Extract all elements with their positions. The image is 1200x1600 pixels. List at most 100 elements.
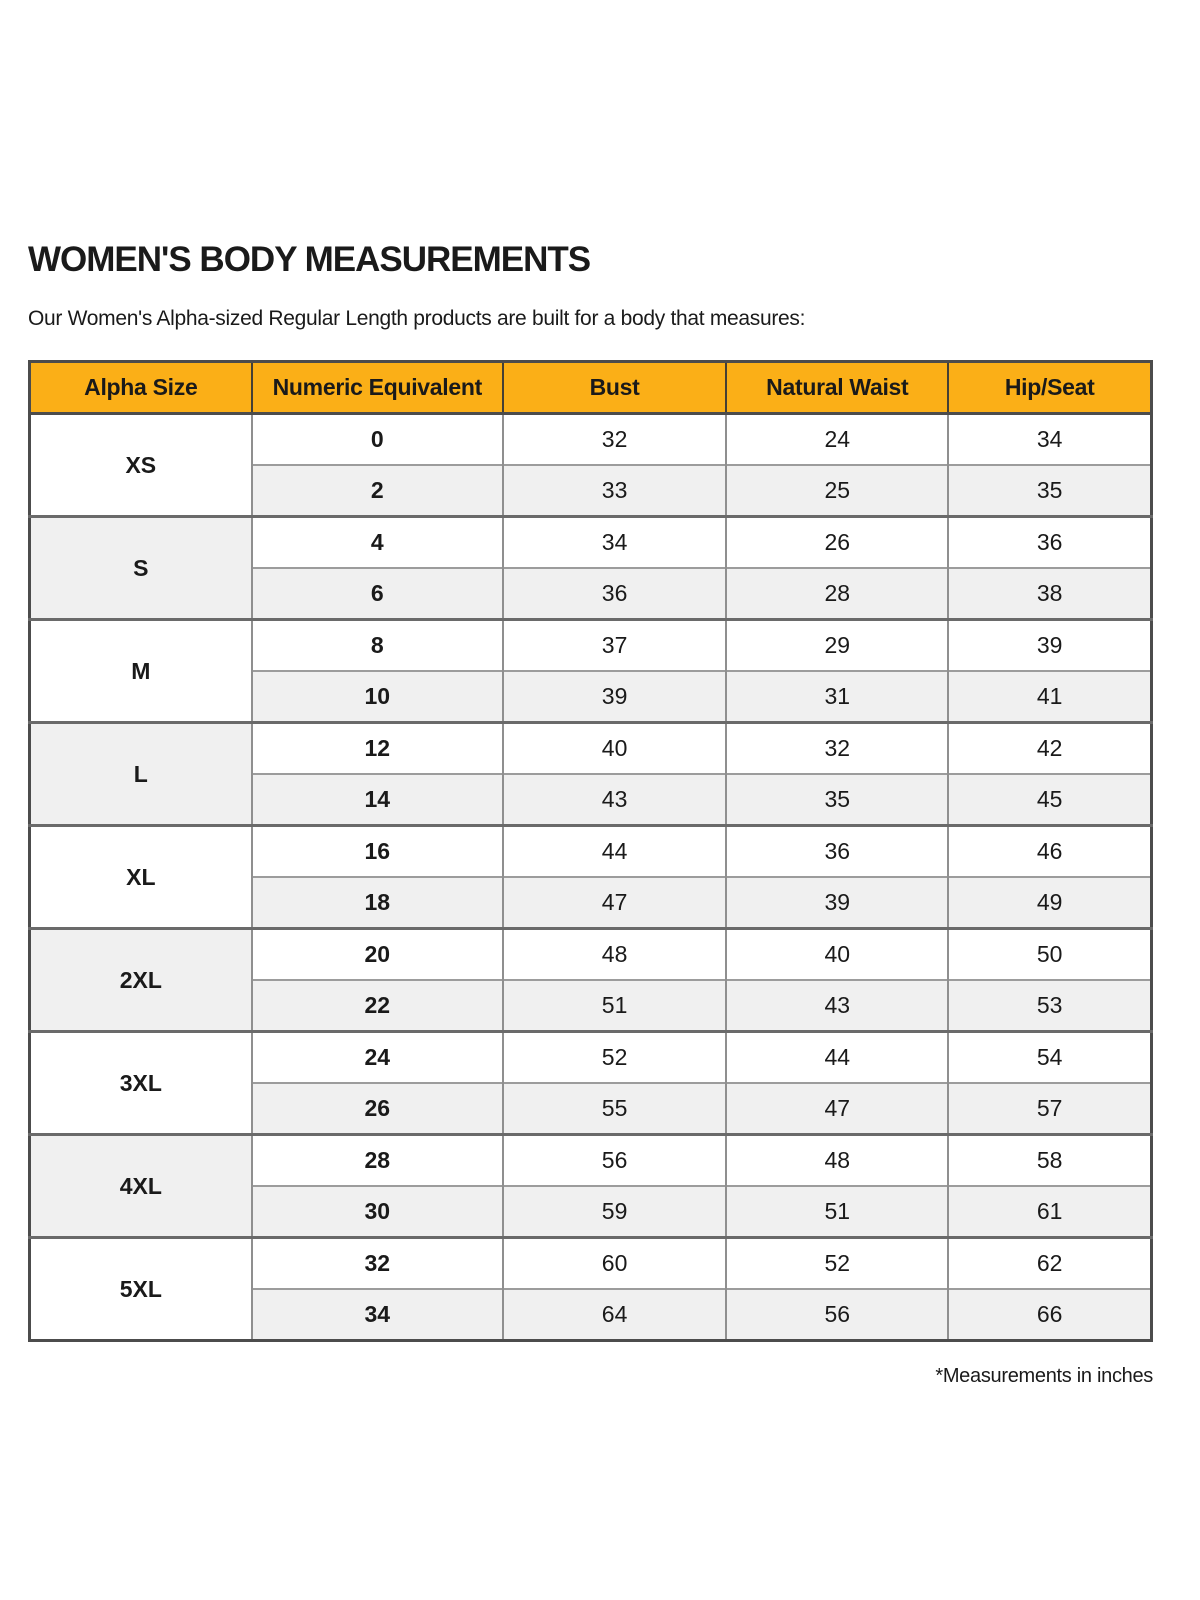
table-row: XL 16 44 36 46 xyxy=(29,824,1152,929)
bust-cell: 40 xyxy=(501,721,727,774)
numeric-equivalent-cell: 32 xyxy=(250,1236,503,1289)
hip-seat-cell: 53 xyxy=(947,979,1152,1032)
numeric-equivalent-cell: 2 xyxy=(250,464,503,517)
natural-waist-cell: 35 xyxy=(725,773,949,826)
numeric-equivalent-cell: 34 xyxy=(250,1288,503,1341)
table-row: 30 59 51 61 xyxy=(30,1185,1152,1238)
alpha-size-cell: 5XL xyxy=(29,1236,252,1341)
alpha-size-cell: S xyxy=(29,515,252,620)
numeric-equivalent-cell: 0 xyxy=(250,413,503,465)
numeric-equivalent-cell: 20 xyxy=(250,927,503,980)
numeric-equivalent-cell: 12 xyxy=(250,721,503,774)
hip-seat-cell: 49 xyxy=(947,876,1152,929)
table-row: 2 33 25 35 xyxy=(30,464,1152,517)
bust-cell: 39 xyxy=(501,670,727,723)
natural-waist-cell: 32 xyxy=(725,721,949,774)
hip-seat-cell: 50 xyxy=(947,927,1152,980)
numeric-equivalent-cell: 24 xyxy=(250,1030,503,1083)
measurements-footnote: *Measurements in inches xyxy=(935,1365,1153,1387)
natural-waist-cell: 26 xyxy=(725,515,949,568)
table-row: 5XL 32 60 52 62 xyxy=(29,1236,1152,1341)
alpha-size-cell: XL xyxy=(29,824,252,929)
column-header-hip-seat: Hip/Seat xyxy=(947,361,1152,415)
table-row: 6 36 28 38 xyxy=(30,567,1152,620)
hip-seat-cell: 66 xyxy=(947,1288,1152,1341)
hip-seat-cell: 58 xyxy=(947,1133,1152,1186)
bust-cell: 51 xyxy=(501,979,727,1032)
alpha-size-cell: 4XL xyxy=(29,1133,252,1238)
bust-cell: 48 xyxy=(501,927,727,980)
numeric-equivalent-cell: 6 xyxy=(250,567,503,620)
hip-seat-cell: 61 xyxy=(947,1185,1152,1238)
alpha-size-cell: 2XL xyxy=(29,927,252,1032)
measurements-table: Alpha Size Numeric Equivalent Bust Natur… xyxy=(28,360,1153,1342)
numeric-equivalent-cell: 28 xyxy=(250,1133,503,1186)
natural-waist-cell: 29 xyxy=(725,618,949,671)
table-row: 4XL 28 56 48 58 xyxy=(29,1133,1152,1238)
bust-cell: 52 xyxy=(501,1030,727,1083)
bust-cell: 33 xyxy=(501,464,727,517)
page-title: WOMEN'S BODY MEASUREMENTS xyxy=(28,240,591,279)
numeric-equivalent-cell: 16 xyxy=(250,824,503,877)
bust-cell: 55 xyxy=(501,1082,727,1135)
column-header-numeric-equivalent: Numeric Equivalent xyxy=(250,361,503,415)
hip-seat-cell: 54 xyxy=(947,1030,1152,1083)
table-row: 34 64 56 66 xyxy=(30,1288,1152,1341)
hip-seat-cell: 42 xyxy=(947,721,1152,774)
bust-cell: 36 xyxy=(501,567,727,620)
hip-seat-cell: 45 xyxy=(947,773,1152,826)
size-table-body: XS 0 32 24 34 2 33 25 35 S 4 34 26 36 6 36 28 38 M 8 37 29 39 1… xyxy=(29,413,1152,1341)
hip-seat-cell: 41 xyxy=(947,670,1152,723)
bust-cell: 56 xyxy=(501,1133,727,1186)
table-row: 2XL 20 48 40 50 xyxy=(29,927,1152,1032)
column-header-natural-waist: Natural Waist xyxy=(725,361,949,415)
table-row: 18 47 39 49 xyxy=(30,876,1152,929)
table-row: L 12 40 32 42 xyxy=(29,721,1152,826)
natural-waist-cell: 44 xyxy=(725,1030,949,1083)
hip-seat-cell: 57 xyxy=(947,1082,1152,1135)
natural-waist-cell: 25 xyxy=(725,464,949,517)
hip-seat-cell: 39 xyxy=(947,618,1152,671)
numeric-equivalent-cell: 22 xyxy=(250,979,503,1032)
table-row: XS 0 32 24 34 xyxy=(29,413,1152,517)
numeric-equivalent-cell: 14 xyxy=(250,773,503,826)
bust-cell: 60 xyxy=(501,1236,727,1289)
natural-waist-cell: 52 xyxy=(725,1236,949,1289)
natural-waist-cell: 51 xyxy=(725,1185,949,1238)
bust-cell: 44 xyxy=(501,824,727,877)
bust-cell: 43 xyxy=(501,773,727,826)
alpha-size-cell: M xyxy=(29,618,252,723)
hip-seat-cell: 62 xyxy=(947,1236,1152,1289)
page-subtitle: Our Women's Alpha-sized Regular Length p… xyxy=(28,307,806,330)
column-header-alpha-size: Alpha Size xyxy=(29,361,252,415)
column-header-bust: Bust xyxy=(501,361,727,415)
bust-cell: 47 xyxy=(501,876,727,929)
bust-cell: 59 xyxy=(501,1185,727,1238)
natural-waist-cell: 48 xyxy=(725,1133,949,1186)
hip-seat-cell: 36 xyxy=(947,515,1152,568)
bust-cell: 32 xyxy=(501,413,727,465)
table-row: 26 55 47 57 xyxy=(30,1082,1152,1135)
numeric-equivalent-cell: 10 xyxy=(250,670,503,723)
hip-seat-cell: 35 xyxy=(947,464,1152,517)
bust-cell: 37 xyxy=(501,618,727,671)
bust-cell: 34 xyxy=(501,515,727,568)
alpha-size-cell: 3XL xyxy=(29,1030,252,1135)
numeric-equivalent-cell: 4 xyxy=(250,515,503,568)
numeric-equivalent-cell: 18 xyxy=(250,876,503,929)
alpha-size-cell: L xyxy=(29,721,252,826)
natural-waist-cell: 31 xyxy=(725,670,949,723)
table-row: 3XL 24 52 44 54 xyxy=(29,1030,1152,1135)
natural-waist-cell: 28 xyxy=(725,567,949,620)
table-header-row: Alpha Size Numeric Equivalent Bust Natur… xyxy=(29,361,1152,415)
natural-waist-cell: 39 xyxy=(725,876,949,929)
natural-waist-cell: 36 xyxy=(725,824,949,877)
hip-seat-cell: 46 xyxy=(947,824,1152,877)
numeric-equivalent-cell: 30 xyxy=(250,1185,503,1238)
natural-waist-cell: 56 xyxy=(725,1288,949,1341)
natural-waist-cell: 40 xyxy=(725,927,949,980)
numeric-equivalent-cell: 26 xyxy=(250,1082,503,1135)
numeric-equivalent-cell: 8 xyxy=(250,618,503,671)
alpha-size-cell: XS xyxy=(29,413,252,517)
